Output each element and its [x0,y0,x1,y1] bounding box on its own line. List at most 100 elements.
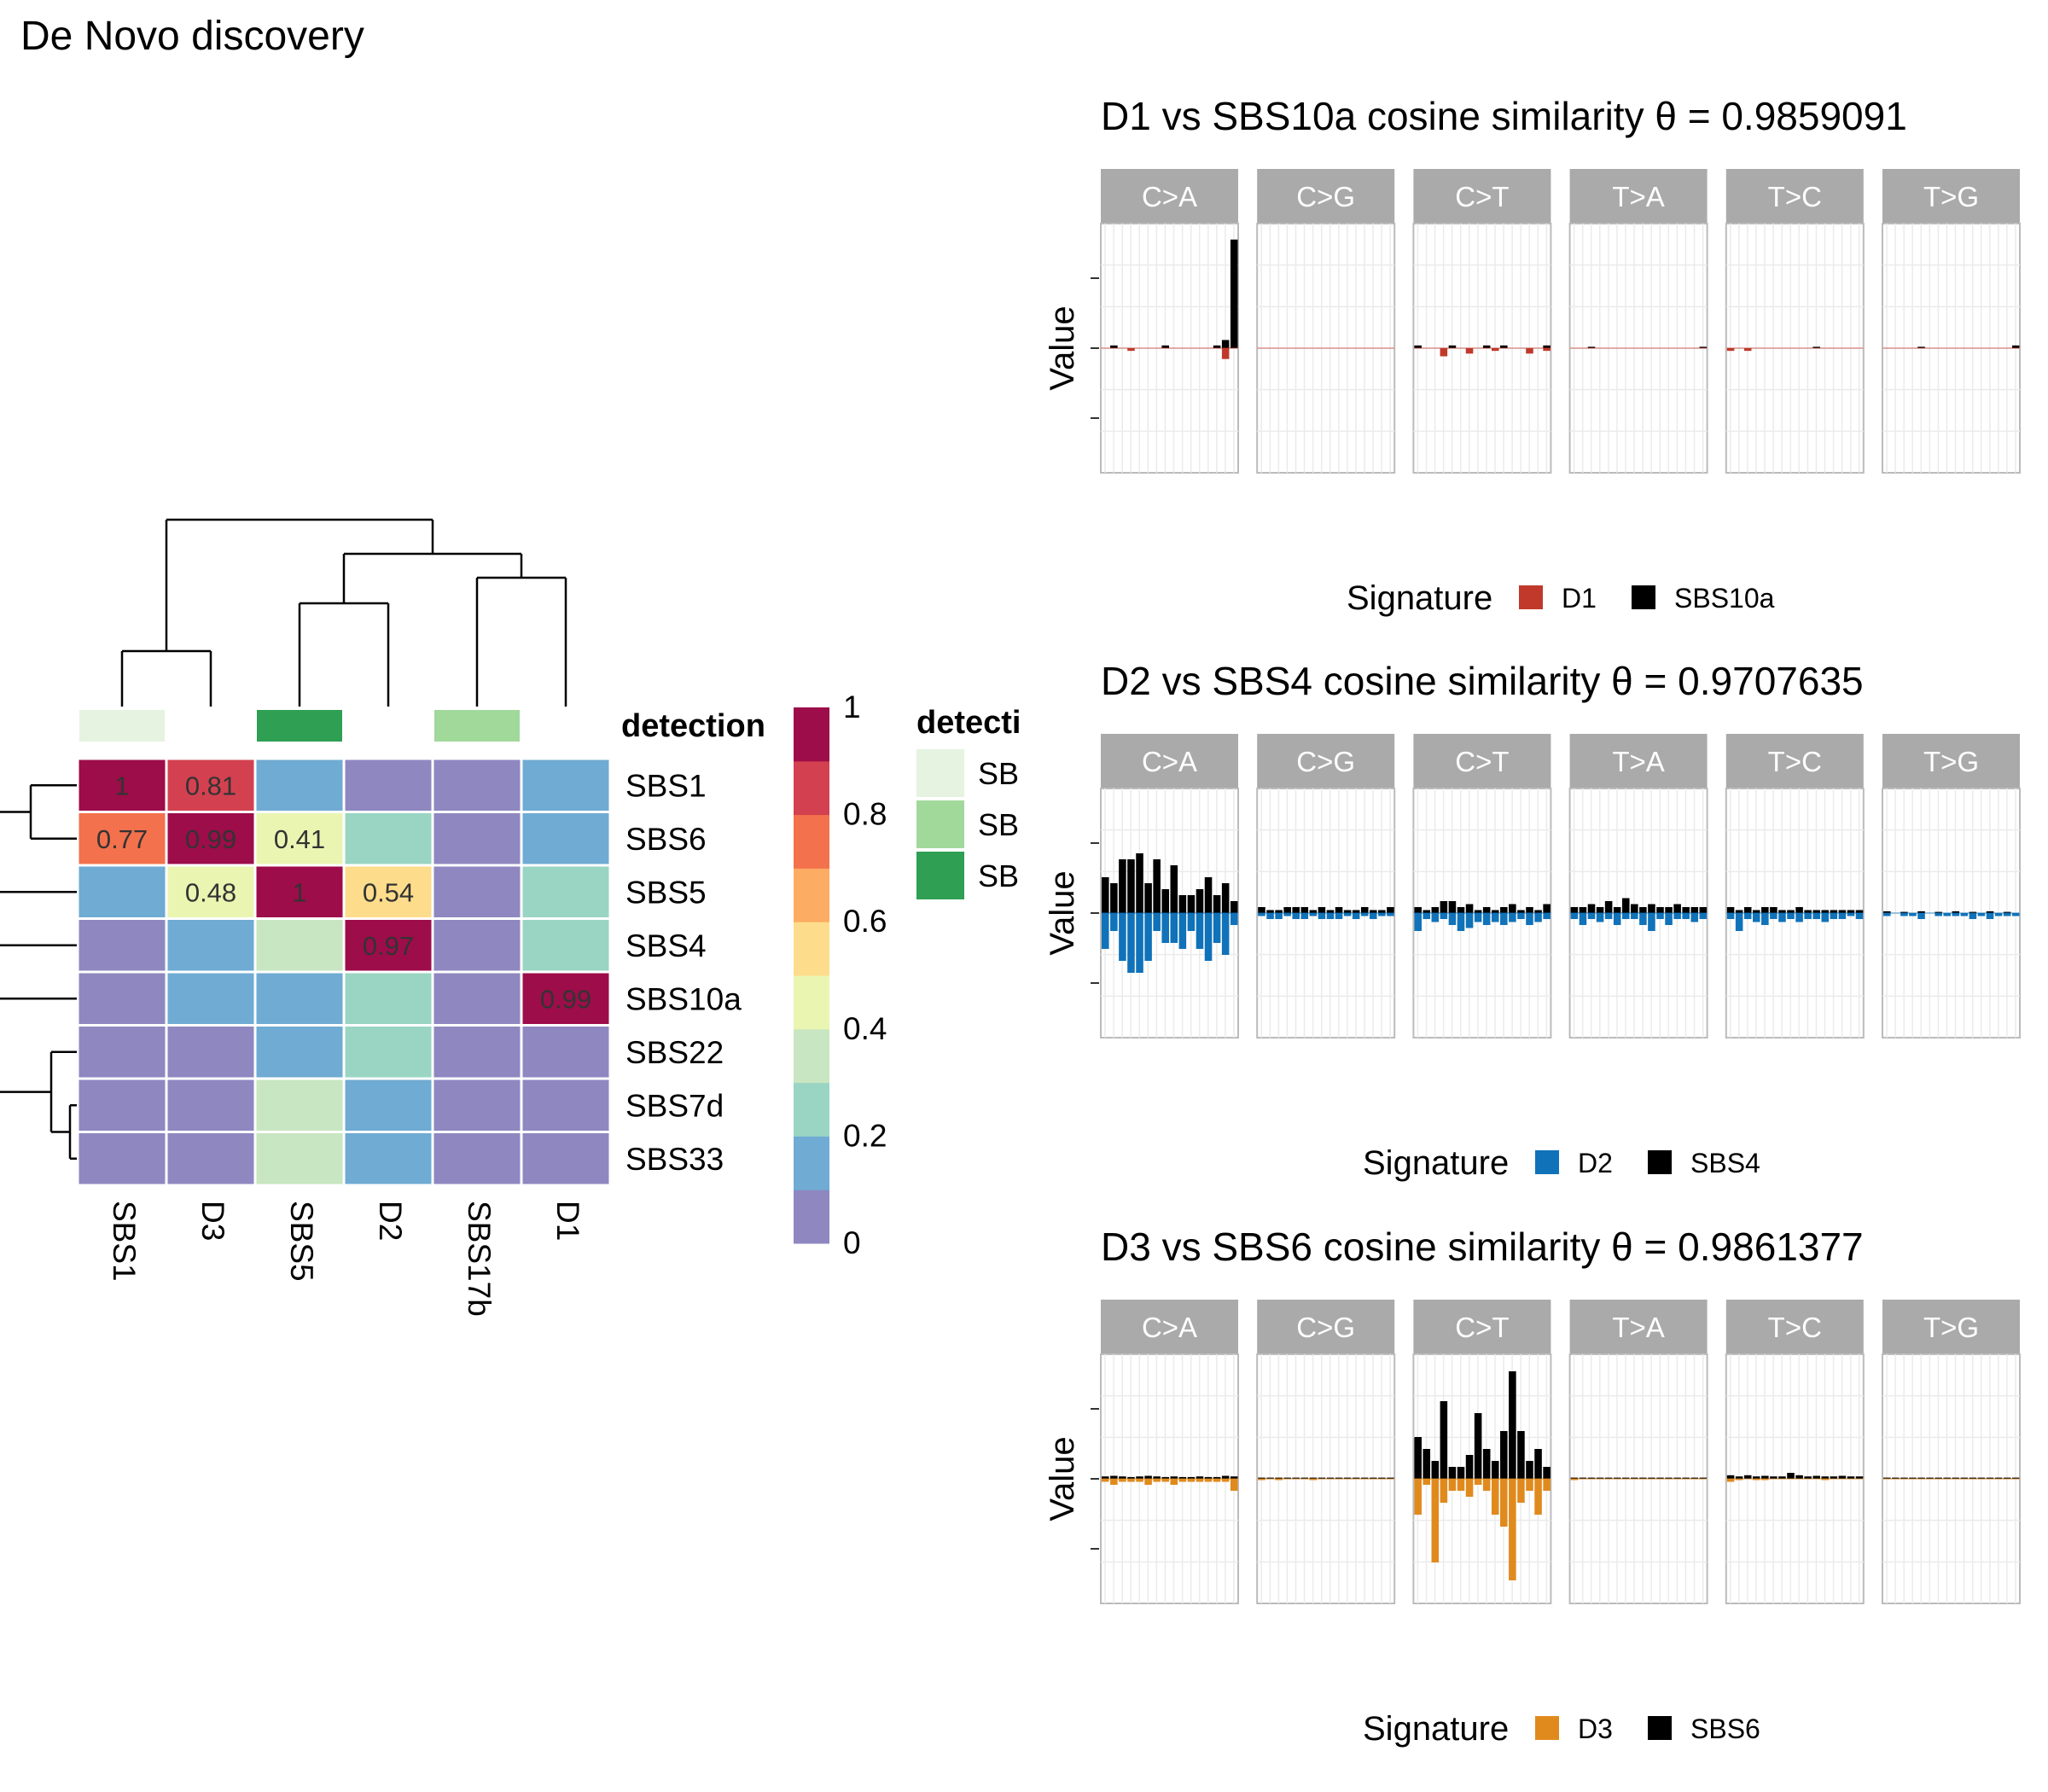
colorbar-segment [794,868,829,922]
bar-d2 [1440,913,1448,919]
bar-sbs6 [1900,1477,1908,1480]
bar-sbs4 [1526,907,1533,913]
bar-sbs6 [1673,1477,1681,1480]
bar-sbs10a [1917,346,1925,348]
bar-sbs6 [1613,1477,1621,1480]
column-label: SBS5 [284,1201,319,1282]
facet-strip-label: C>T [1455,1312,1509,1343]
bar-sbs6 [1778,1476,1786,1479]
bar-d2 [1570,913,1579,919]
bar-sbs4 [1196,889,1204,913]
bar-sbs4 [1570,907,1579,913]
bar-d2 [1690,913,1699,922]
bar-sbs4 [1761,907,1769,913]
bar-sbs6 [1587,1477,1596,1480]
bar-sbs6 [1482,1449,1491,1479]
bar-d2 [1448,913,1457,925]
bar-sbs4 [1136,853,1143,913]
bar-d2 [1847,913,1855,916]
bar-d2 [1526,913,1533,925]
bar-sbs6 [1474,1413,1482,1479]
bar-sbs6 [2011,1477,2020,1480]
bar-sbs4 [1986,911,1994,913]
bar-sbs4 [1144,883,1152,913]
heatmap-cell [520,1077,612,1133]
signature-comparison-panel: D1 vs SBS10a cosine similarity θ = 0.985… [1044,94,2021,617]
bar-sbs6 [1690,1477,1699,1480]
heatmap-cell [342,1131,434,1187]
bar-d2 [1517,913,1525,919]
bar-sbs4 [1423,910,1431,913]
bar-sbs6 [1119,1476,1126,1479]
heatmap-cell [165,1024,257,1080]
bar-sbs4 [1587,904,1596,913]
bar-d3 [1127,1479,1135,1482]
bar-sbs4 [1917,911,1925,913]
bar-d2 [1110,913,1118,931]
bar-sbs6 [1491,1461,1499,1479]
bar-sbs4 [1457,907,1465,913]
bar-sbs4 [1699,907,1708,913]
bar-d2 [1414,913,1422,931]
row-label: SBS22 [625,1035,724,1070]
colorbar-tick-label: 1 [843,689,861,724]
facet-strip [1257,1300,1395,1354]
bar-sbs6 [1665,1477,1673,1480]
bar-sbs10a [1414,345,1422,348]
bar-sbs4 [1830,910,1838,913]
bar-sbs6 [1509,1371,1516,1479]
heatmap-cell [165,970,257,1027]
facet-strip [1569,1300,1708,1354]
bar-d1 [1543,348,1551,352]
facet-strip-label: T>G [1923,1312,1979,1343]
bar-sbs10a [1213,345,1221,348]
bar-sbs6 [1161,1476,1169,1479]
bar-sbs4 [1335,907,1343,913]
bar-sbs4 [1431,907,1440,913]
cell-value-label: 0.41 [274,824,325,854]
bar-sbs4 [1170,865,1178,913]
row-label: SBS33 [625,1142,724,1177]
bar-sbs4 [1613,907,1621,913]
bar-d3 [1153,1479,1161,1482]
bar-sbs6 [1570,1477,1579,1480]
bar-d3 [1534,1479,1542,1515]
bar-d3 [1431,1479,1440,1562]
legend-key [1648,1716,1672,1740]
heatmap-cell [431,1024,523,1080]
bar-d2 [1969,913,1977,919]
bar-d2 [1579,913,1587,925]
bar-d3 [1821,1479,1830,1481]
cell-value-label: 0.97 [363,931,414,961]
bar-sbs6 [1847,1476,1855,1479]
bar-d3 [1161,1479,1169,1482]
bar-d2 [1917,913,1925,919]
column-label: SBS17b [462,1201,497,1317]
bar-d2 [1127,913,1135,973]
bar-sbs4 [1952,911,1960,913]
bar-d2 [1509,913,1516,922]
heatmap-cell [342,811,434,867]
bar-sbs6 [1170,1476,1178,1479]
bar-sbs10a [1161,345,1169,348]
bar-d2 [1787,913,1795,919]
bar-sbs6 [1855,1476,1864,1479]
heatmap-cell [165,917,257,974]
bar-d2 [1136,913,1143,973]
bar-sbs6 [1423,1449,1431,1479]
detection-legend-label: SB [978,756,1019,791]
bar-sbs4 [1883,911,1891,913]
bar-sbs4 [1596,907,1604,913]
bar-sbs6 [1830,1476,1838,1479]
heatmap-cell [253,970,346,1027]
bar-d2 [1423,913,1431,919]
bar-sbs4 [1900,911,1908,914]
bar-sbs6 [1196,1476,1204,1479]
detection-annotation [168,710,253,742]
bar-sbs6 [1838,1475,1847,1479]
bar-sbs10a [1110,345,1118,348]
bar-sbs10a [2011,345,2020,348]
bar-d3 [1187,1479,1196,1482]
heatmap-cell [76,1131,168,1187]
bar-d2 [1770,913,1777,919]
